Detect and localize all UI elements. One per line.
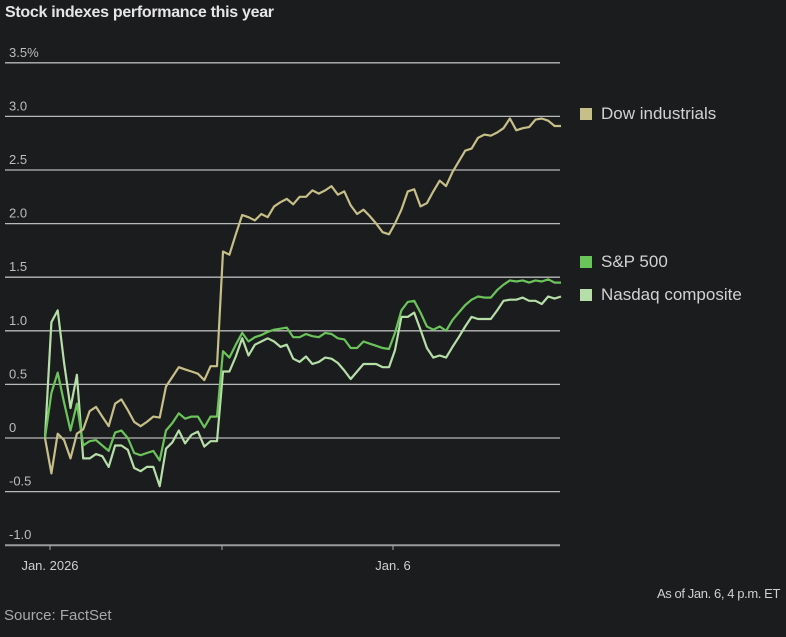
legend-label: Dow industrials bbox=[601, 104, 717, 123]
legend-item-dow: Dow industrials bbox=[580, 104, 716, 124]
legend-swatch-icon bbox=[580, 108, 592, 120]
source-note: Source: FactSet bbox=[4, 607, 112, 624]
y-tick-label: 1.5 bbox=[9, 259, 27, 274]
series-line-s-p-500 bbox=[43, 278, 561, 462]
series-line-nasdaq-composite bbox=[43, 295, 562, 488]
x-tick-label: Jan. 6 bbox=[375, 558, 410, 573]
y-tick-label: 3.5% bbox=[9, 45, 39, 60]
y-tick-label: 3.0 bbox=[9, 98, 27, 113]
as-of-note: As of Jan. 6, 4 p.m. ET bbox=[656, 586, 780, 601]
chart-title: Stock indexes performance this year bbox=[5, 4, 274, 21]
y-tick-label: 2.5 bbox=[9, 152, 27, 167]
series-line-dow-industrials bbox=[43, 117, 561, 475]
legend-item-nasdaq: Nasdaq composite bbox=[580, 285, 742, 305]
y-tick-label: -1.0 bbox=[9, 527, 31, 542]
y-tick-label: 2.0 bbox=[9, 206, 27, 221]
legend-label: S&P 500 bbox=[601, 252, 668, 271]
legend-swatch-icon bbox=[580, 289, 592, 301]
legend-label: Nasdaq composite bbox=[601, 285, 742, 304]
legend-swatch-icon bbox=[580, 256, 592, 268]
legend-item-sp500: S&P 500 bbox=[580, 252, 668, 272]
y-tick-label: 0 bbox=[9, 420, 16, 435]
x-tick-label: Jan. 2026 bbox=[21, 558, 78, 573]
y-tick-label: -0.5 bbox=[9, 474, 31, 489]
y-tick-label: 0.5 bbox=[9, 366, 27, 381]
y-tick-label: 1.0 bbox=[9, 313, 27, 328]
